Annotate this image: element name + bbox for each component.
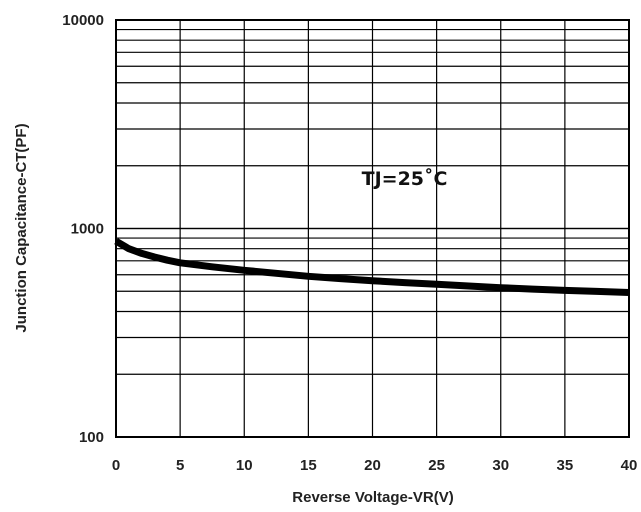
- x-axis-label: Reverse Voltage-VR(V): [292, 489, 453, 506]
- capacitance-curve: [114, 238, 630, 296]
- x-tick-label: 40: [621, 457, 638, 474]
- y-tick-labels: 100 1000 10000: [62, 12, 104, 446]
- y-tick-label: 10000: [62, 12, 104, 29]
- x-tick-label: 20: [364, 457, 381, 474]
- curve-layer: [114, 238, 630, 296]
- x-tick-label: 0: [112, 457, 120, 474]
- x-tick-label: 5: [176, 457, 184, 474]
- temperature-annotation: TJ=25˚C: [362, 167, 448, 190]
- plot-frame: [115, 19, 630, 438]
- x-tick-label: 25: [428, 457, 445, 474]
- plot-border: [115, 19, 630, 438]
- grid: [116, 20, 629, 437]
- y-tick-label: 1000: [71, 221, 104, 238]
- x-tick-label: 30: [492, 457, 509, 474]
- y-tick-label: 100: [79, 429, 104, 446]
- y-axis-label: Junction Capacitance-CT(PF): [13, 123, 30, 332]
- x-tick-label: 10: [236, 457, 253, 474]
- x-tick-label: 35: [557, 457, 574, 474]
- x-tick-label: 15: [300, 457, 317, 474]
- x-tick-labels: 0 5 10 15 20 25 30 35 40: [112, 457, 638, 474]
